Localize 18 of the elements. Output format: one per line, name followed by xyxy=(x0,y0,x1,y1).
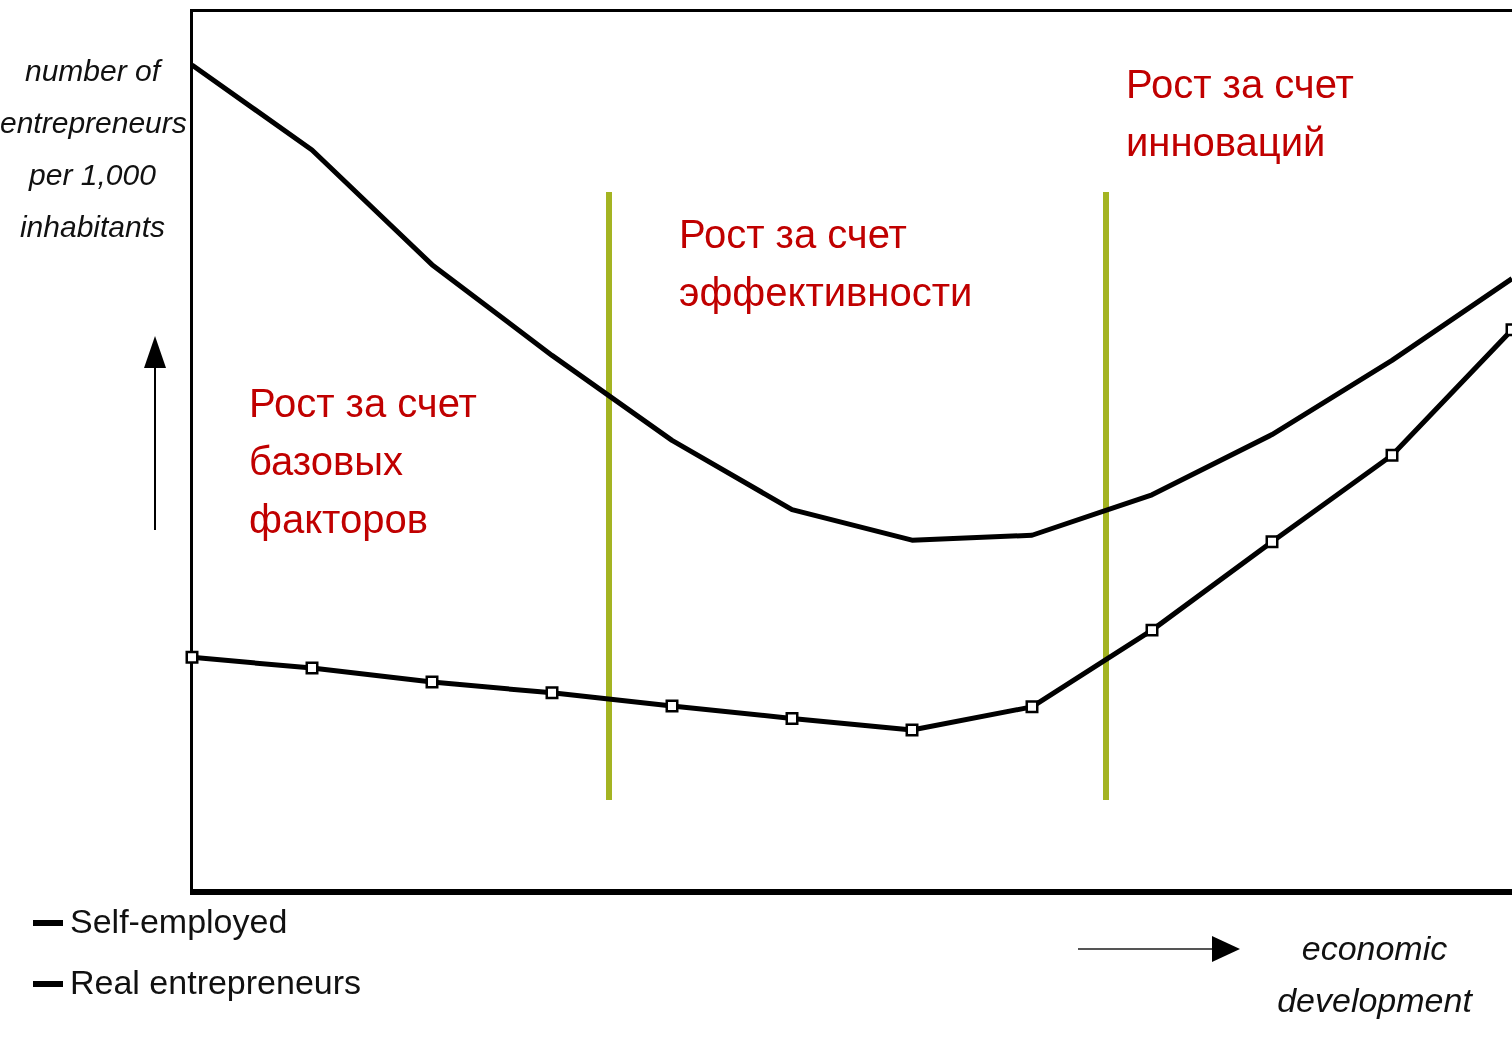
point xyxy=(305,661,319,675)
point xyxy=(665,699,679,713)
point xyxy=(1025,700,1039,714)
point xyxy=(905,723,919,737)
point xyxy=(185,650,199,664)
point xyxy=(425,675,439,689)
point xyxy=(785,711,799,725)
legend-label: Real entrepreneurs xyxy=(70,963,362,1001)
y-axis-title: number of entrepreneurs per 1,000 inhabitants xyxy=(0,53,187,245)
legend-label: Self-employed xyxy=(70,902,288,940)
annotation: Рост за счет эффективности xyxy=(679,211,974,316)
annotation: Рост за счет базовых факторов xyxy=(249,380,478,543)
x-axis-title: economic development xyxy=(1276,928,1474,1021)
point xyxy=(1265,535,1279,549)
point xyxy=(1145,623,1159,637)
point xyxy=(1385,448,1399,462)
point xyxy=(545,686,559,700)
annotation: Рост за счет инноваций xyxy=(1126,61,1355,166)
